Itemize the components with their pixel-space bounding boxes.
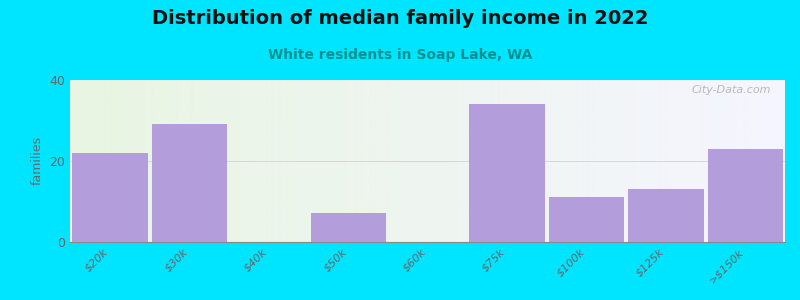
Bar [470, 104, 545, 242]
Y-axis label: families: families [31, 136, 44, 185]
Bar [152, 124, 227, 242]
Text: City-Data.com: City-Data.com [691, 85, 770, 95]
Text: Distribution of median family income in 2022: Distribution of median family income in … [152, 9, 648, 28]
Bar [72, 153, 148, 242]
Bar [628, 189, 704, 242]
Bar [549, 197, 624, 242]
Bar [707, 149, 783, 242]
Bar [310, 213, 386, 242]
Text: White residents in Soap Lake, WA: White residents in Soap Lake, WA [268, 48, 532, 62]
